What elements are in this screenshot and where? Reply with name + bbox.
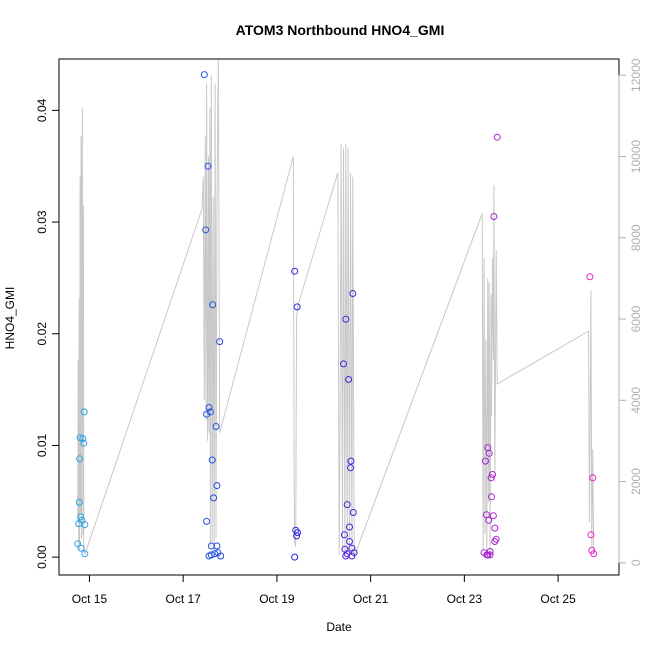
data-point <box>293 532 301 540</box>
data-point <box>291 553 299 561</box>
y2-tick-label: 6000 <box>629 305 643 332</box>
data-point <box>81 521 89 529</box>
y-tick-label: 0.01 <box>35 433 49 457</box>
data-point <box>485 449 493 457</box>
y-tick-label: 0.02 <box>35 322 49 346</box>
x-tick-label: Oct 25 <box>540 592 576 606</box>
data-point <box>492 535 500 543</box>
y2-tick-label: 0 <box>629 559 643 566</box>
data-point <box>488 493 495 501</box>
data-point <box>75 498 83 506</box>
data-point <box>349 290 357 297</box>
point-series <box>74 71 598 561</box>
data-point <box>294 529 301 537</box>
data-point <box>206 408 214 416</box>
data-point <box>489 512 497 520</box>
data-point <box>487 474 495 482</box>
y2-tick-label: 4000 <box>629 387 643 414</box>
y-tick-label: 0.00 <box>35 545 49 569</box>
data-point <box>81 550 89 558</box>
data-point <box>493 133 501 141</box>
data-point <box>200 71 208 79</box>
data-point <box>347 464 354 472</box>
data-point <box>588 546 596 554</box>
data-point <box>76 455 84 463</box>
data-point <box>485 516 493 524</box>
data-point <box>204 162 212 170</box>
x-tick-label: Oct 15 <box>72 592 108 606</box>
data-point <box>340 531 348 539</box>
y2-tick-label: 10000 <box>629 140 643 174</box>
data-point <box>74 540 82 548</box>
y2-tick-label: 8000 <box>629 224 643 251</box>
gray-line <box>77 58 595 557</box>
data-point <box>202 226 210 234</box>
data-point <box>213 542 221 550</box>
data-point <box>486 551 494 559</box>
data-point <box>586 273 594 281</box>
data-point <box>77 544 85 552</box>
data-point <box>216 338 224 346</box>
data-point <box>346 523 353 531</box>
data-point <box>79 435 87 443</box>
line-series <box>77 58 595 557</box>
data-point <box>205 404 213 411</box>
y2-tick-label: 12000 <box>629 58 643 92</box>
data-point <box>340 360 347 368</box>
data-point <box>291 267 299 275</box>
data-point <box>203 410 211 418</box>
x-tick-label: Oct 23 <box>447 592 483 606</box>
data-point <box>80 439 88 447</box>
y-axis-label: HNO4_GMI <box>3 287 17 350</box>
data-point <box>77 513 85 521</box>
data-point <box>491 524 499 532</box>
x-axis-label: Date <box>326 620 352 634</box>
chart-title: ATOM3 Northbound HNO4_GMI <box>236 22 445 38</box>
data-point <box>349 509 357 516</box>
data-point <box>484 551 492 559</box>
data-point <box>343 501 351 509</box>
y-tick-label: 0.03 <box>35 210 49 234</box>
data-point <box>342 315 350 323</box>
y2-axis: 0 2000 4000 6000 8000 10000 12000 <box>618 58 643 566</box>
data-point <box>348 544 356 552</box>
data-point <box>589 474 597 482</box>
data-point <box>211 550 219 558</box>
data-point <box>590 550 598 558</box>
x-tick-label: Oct 21 <box>353 592 389 606</box>
y2-tick-label: 2000 <box>629 468 643 495</box>
x-axis: Oct 15 Oct 17 Oct 19 Oct 21 Oct 23 Oct 25 <box>72 574 576 606</box>
data-point <box>347 457 355 465</box>
data-point <box>213 482 221 490</box>
data-point <box>346 538 353 545</box>
x-tick-label: Oct 17 <box>166 592 202 606</box>
data-point <box>210 494 218 502</box>
y-axis: 0.00 0.01 0.02 0.03 0.04 <box>35 98 60 569</box>
data-point <box>217 552 225 560</box>
data-point <box>345 376 353 383</box>
y-tick-label: 0.04 <box>35 98 49 122</box>
data-point <box>208 456 216 464</box>
data-point <box>490 213 498 220</box>
data-point <box>293 303 301 311</box>
data-point <box>212 423 220 430</box>
data-point <box>587 531 595 539</box>
data-point <box>489 471 496 478</box>
data-point <box>481 457 489 465</box>
data-point <box>80 408 88 416</box>
data-point <box>207 551 215 559</box>
x-tick-label: Oct 19 <box>259 592 295 606</box>
data-point <box>203 517 211 525</box>
data-point <box>209 301 217 309</box>
